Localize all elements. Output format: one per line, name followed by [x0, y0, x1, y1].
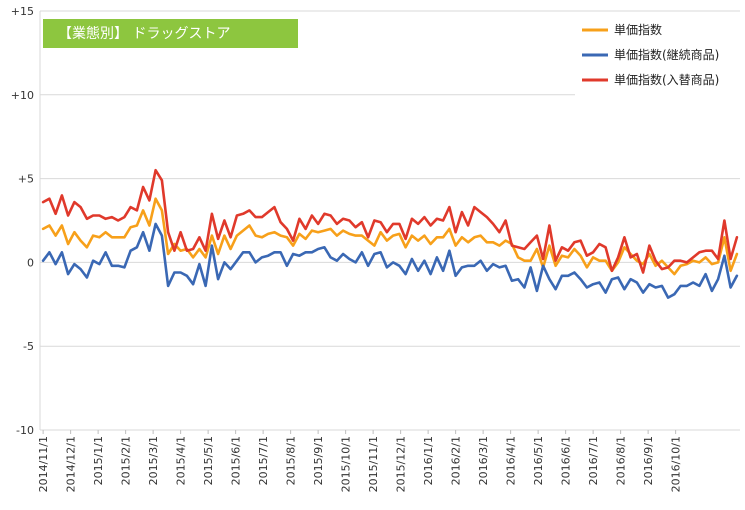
- x-axis-ticks: 2014/11/1 2014/12/1 2015/1/1 2015/2/1 2015/3…: [37, 430, 683, 492]
- x-tick-label: 2016/9/1: [642, 436, 655, 485]
- y-tick-label: +10: [11, 89, 34, 102]
- legend-label: 単価指数: [614, 22, 662, 37]
- y-tick-label: 0: [27, 256, 34, 269]
- x-tick-label: 2015/4/1: [175, 436, 188, 485]
- x-tick-label: 2015/11/1: [367, 436, 380, 492]
- x-tick-label: 2014/12/1: [65, 436, 78, 492]
- x-tick-label: 2016/8/1: [615, 436, 628, 485]
- chart-title-box: 【業態別】 ドラッグストア: [43, 19, 298, 48]
- x-tick-label: 2015/8/1: [285, 436, 298, 485]
- x-tick-label: 2016/4/1: [505, 436, 518, 485]
- x-tick-label: 2015/6/1: [230, 436, 243, 485]
- y-tick-label: +5: [18, 173, 34, 186]
- legend-label: 単価指数(継続商品): [614, 47, 719, 62]
- axes: [39, 11, 740, 431]
- x-tick-label: 2015/7/1: [257, 436, 270, 485]
- x-tick-label: 2015/9/1: [312, 436, 325, 485]
- title-background: [43, 19, 298, 48]
- x-tick-label: 2015/1/1: [92, 436, 105, 485]
- y-tick-label: -5: [23, 340, 34, 353]
- x-tick-label: 2016/10/1: [670, 436, 683, 492]
- series-line-1: [41, 197, 739, 276]
- x-tick-label: 2015/3/1: [147, 436, 160, 485]
- series-line-2: [41, 222, 739, 299]
- x-tick-label: 2015/12/1: [395, 436, 408, 492]
- y-tick-label: +15: [11, 5, 34, 18]
- x-tick-label: 2015/2/1: [120, 436, 133, 485]
- x-tick-label: 2016/7/1: [587, 436, 600, 485]
- x-tick-label: 2016/1/1: [422, 436, 435, 485]
- chart-title: 【業態別】 ドラッグストア: [58, 26, 230, 42]
- x-tick-label: 2016/6/1: [560, 436, 573, 485]
- x-tick-label: 2016/5/1: [532, 436, 545, 485]
- series-lines: [41, 168, 739, 299]
- x-tick-label: 2016/2/1: [450, 436, 463, 485]
- y-axis-ticks: +15 +10 +5 0 -5 -10: [11, 5, 34, 437]
- series-line-3: [41, 168, 739, 274]
- x-tick-label: 2015/5/1: [202, 436, 215, 485]
- x-tick-label: 2015/10/1: [340, 436, 353, 492]
- y-tick-label: -10: [16, 424, 34, 437]
- x-tick-label: 2016/3/1: [477, 436, 490, 485]
- x-tick-label: 2014/11/1: [37, 436, 50, 492]
- legend-label: 単価指数(入替商品): [614, 72, 719, 87]
